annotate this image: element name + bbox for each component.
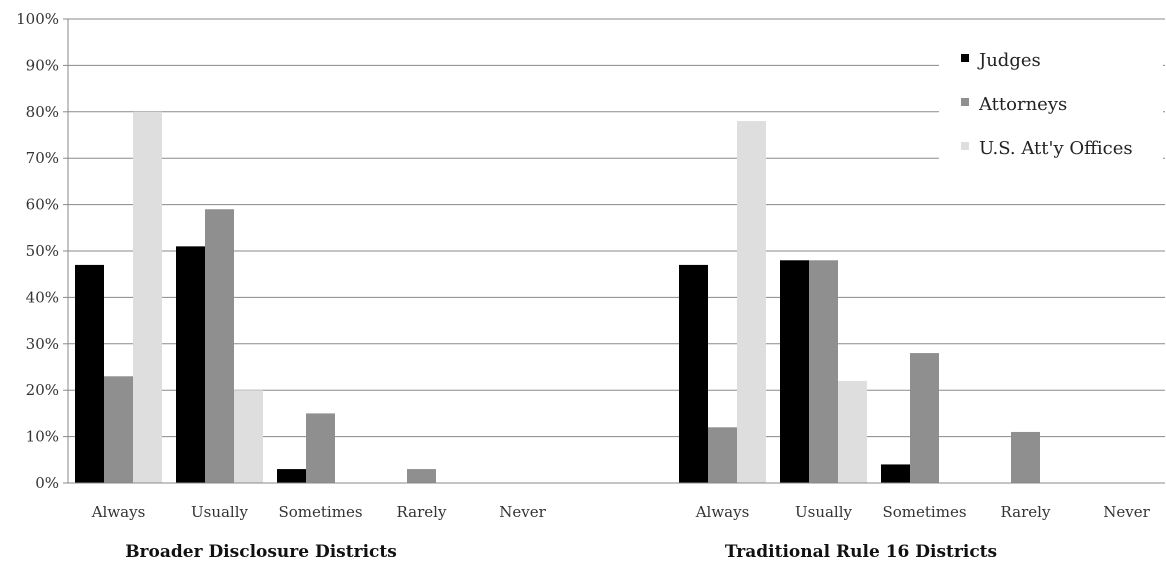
bar-judges-sometimes [277,469,306,483]
y-tick-label: 0% [35,474,59,492]
bar-u-s-att-y-offices-always [133,111,162,484]
x-category-label: Rarely [397,503,447,521]
y-tick-label: 80% [26,103,59,121]
legend-label: Judges [977,50,1041,71]
axes [63,18,1165,484]
bar-u-s-att-y-offices-always [737,121,766,483]
bar-attorneys-sometimes [306,413,335,483]
legend-label: Attorneys [978,94,1067,115]
y-tick-label: 30% [26,335,59,353]
x-category-label: Never [499,503,546,521]
bar-judges-usually [176,246,205,483]
bar-attorneys-always [104,376,133,483]
bar-attorneys-usually [205,209,234,484]
legend-swatch [961,142,969,150]
legend-label: U.S. Att'y Offices [979,138,1133,159]
legend-background [939,40,1163,182]
group-label: Traditional Rule 16 Districts [725,542,997,561]
bars [75,111,1040,484]
bar-attorneys-usually [809,260,838,483]
bar-judges-usually [780,260,809,483]
y-tick-label: 60% [26,196,59,214]
x-category-label: Usually [795,503,853,521]
bar-attorneys-sometimes [910,353,939,483]
bar-judges-sometimes [881,464,910,483]
legend: Judges Attorneys U.S. Att'y Offices [939,40,1163,182]
x-category-label: Never [1103,503,1150,521]
y-tick-label: 100% [16,10,59,28]
y-tick-label: 20% [26,381,59,399]
y-tick-label: 70% [26,149,59,167]
bar-u-s-att-y-offices-usually [838,380,867,483]
y-tick-label: 90% [26,56,59,74]
legend-swatch [961,98,969,106]
y-tick-label: 40% [26,288,59,306]
x-category-label: Sometimes [882,503,966,521]
bar-attorneys-rarely [1011,431,1040,483]
group-label: Broader Disclosure Districts [125,542,397,561]
legend-swatch [961,54,969,62]
labels: 0% 10% 20% 30% 40% 50% 60% 70% 80% 90% 100% Always U… [16,10,1150,561]
x-category-label: Always [695,503,750,521]
y-tick-label: 50% [26,242,59,260]
x-category-label: Sometimes [278,503,362,521]
bar-judges-always [679,264,708,483]
y-tick-label: 10% [26,428,59,446]
bar-judges-always [75,264,104,483]
bar-attorneys-rarely [407,469,436,483]
x-category-label: Always [91,503,146,521]
x-category-label: Usually [191,503,249,521]
bar-attorneys-always [708,427,737,483]
bar-u-s-att-y-offices-usually [234,390,263,483]
x-category-label: Rarely [1001,503,1051,521]
